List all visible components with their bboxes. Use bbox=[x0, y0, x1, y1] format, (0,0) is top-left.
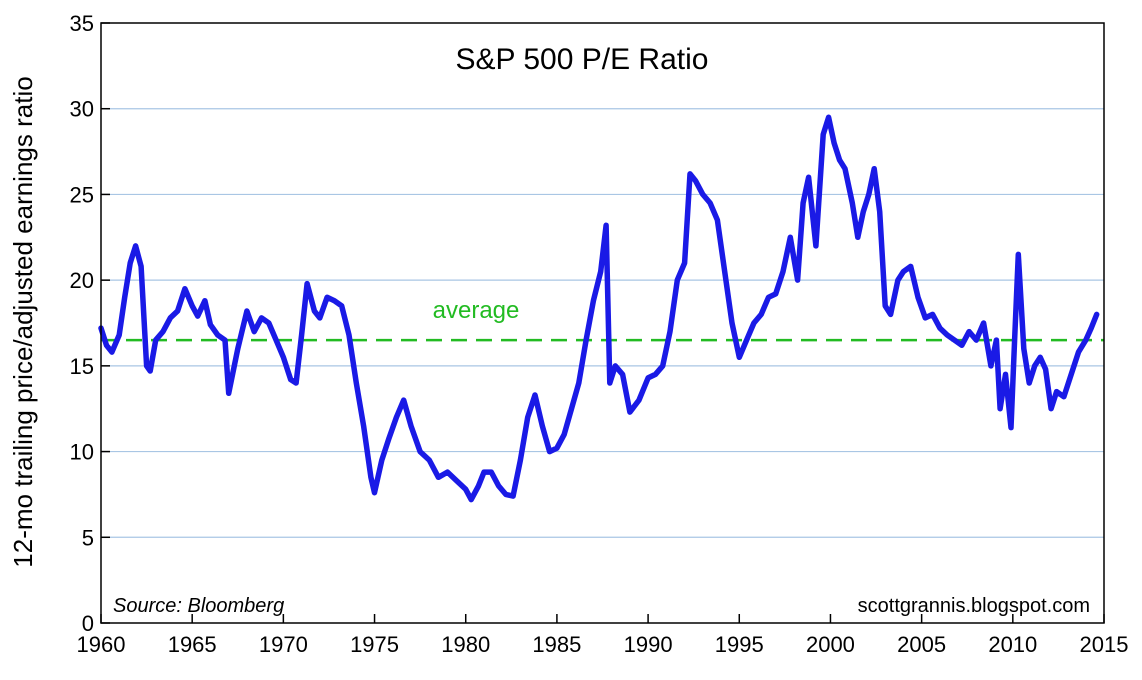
average-label: average bbox=[433, 297, 520, 324]
x-axis: 1960 1965 1970 1975 1980 1985 1990 1995 2000 2005… bbox=[77, 614, 1129, 657]
y-tick-label-0: 0 bbox=[82, 611, 94, 636]
x-tick-label-1990: 1990 bbox=[624, 632, 673, 657]
x-tick-label-2010: 2010 bbox=[988, 632, 1037, 657]
pe-ratio-series-line bbox=[98, 114, 1100, 503]
x-tick-label-1995: 1995 bbox=[715, 632, 764, 657]
x-tick-label-1970: 1970 bbox=[259, 632, 308, 657]
chart-title: S&P 500 P/E Ratio bbox=[456, 43, 709, 76]
y-tick-label-35: 35 bbox=[70, 11, 94, 36]
y-tick-label-10: 10 bbox=[70, 440, 94, 465]
x-tick-label-2015: 2015 bbox=[1080, 632, 1129, 657]
blog-credit: scottgrannis.blogspot.com bbox=[858, 595, 1090, 617]
y-tick-label-5: 5 bbox=[82, 525, 94, 550]
x-tick-label-2000: 2000 bbox=[806, 632, 855, 657]
x-tick-label-1975: 1975 bbox=[350, 632, 399, 657]
y-tick-label-15: 15 bbox=[70, 354, 94, 379]
source-note: Source: Bloomberg bbox=[113, 595, 284, 617]
y-tick-label-20: 20 bbox=[70, 268, 94, 293]
plot-frame bbox=[100, 22, 1105, 624]
y-tick-label-25: 25 bbox=[70, 182, 94, 207]
gridlines bbox=[101, 108, 1104, 538]
x-tick-label-1985: 1985 bbox=[532, 632, 581, 657]
x-tick-label-2005: 2005 bbox=[897, 632, 946, 657]
x-tick-label-1960: 1960 bbox=[77, 632, 126, 657]
x-tick-label-1965: 1965 bbox=[168, 632, 217, 657]
y-axis-label: 12-mo trailing price/adjusted earnings r… bbox=[8, 76, 38, 567]
x-tick-label-1980: 1980 bbox=[441, 632, 490, 657]
y-tick-label-30: 30 bbox=[70, 97, 94, 122]
y-axis: 0 5 10 15 20 25 30 35 bbox=[70, 11, 110, 636]
